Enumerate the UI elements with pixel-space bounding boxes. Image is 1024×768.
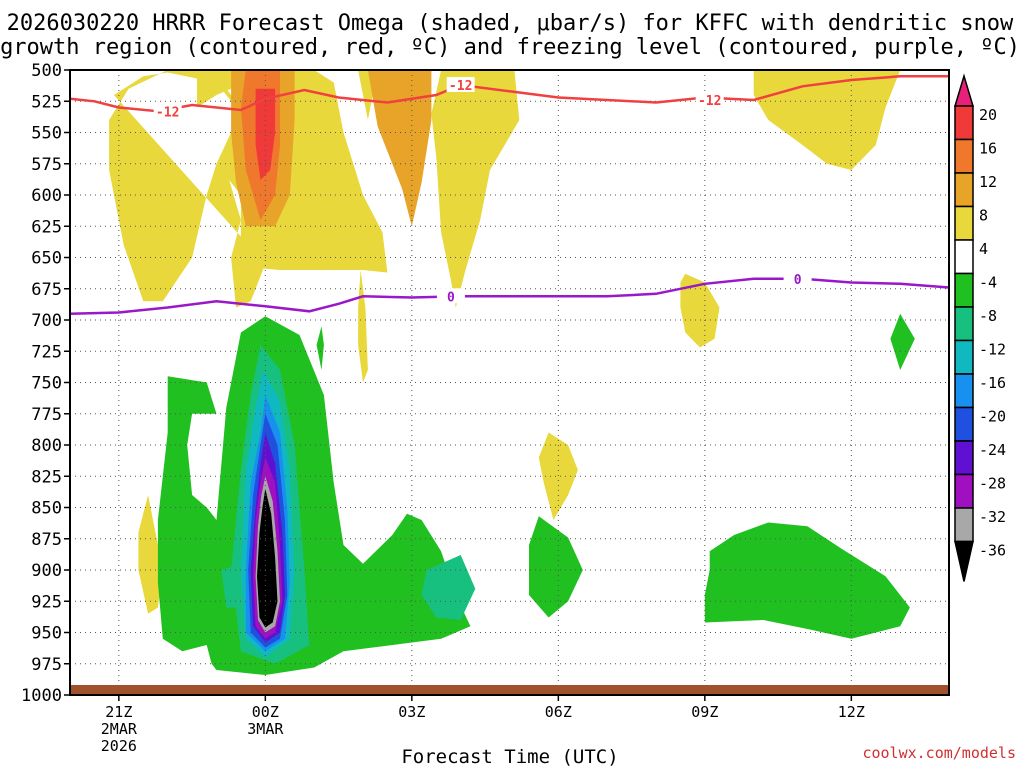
colorbar-label: 8 — [979, 207, 988, 225]
colorbar-segment — [954, 105, 974, 141]
dgz-contour-label-bg — [153, 103, 182, 119]
freezing-level-contour-label-bg — [436, 288, 465, 304]
colorbar-label: -28 — [979, 475, 1006, 493]
y-tick-label: 800 — [31, 436, 62, 456]
x-tick-label: 00Z — [252, 703, 279, 721]
colorbar-label: -20 — [979, 408, 1006, 426]
colorbar-label: 12 — [979, 173, 997, 191]
colorbar-top-arrow — [953, 73, 975, 107]
colorbar-label: -24 — [979, 441, 1006, 459]
colorbar-segment — [954, 172, 974, 208]
freezing-level-contour-label-bg — [783, 270, 812, 286]
colorbar-segment — [954, 272, 974, 308]
colorbar-label: -8 — [979, 307, 997, 325]
y-axis-ticks: 500 525 550 575 600 625 650 675 700 725 750 775 800 8… — [21, 61, 70, 706]
colorbar-segment — [954, 339, 974, 375]
omega-region-pos8-9 — [367, 70, 432, 227]
x-tick-label: 2MAR — [101, 720, 138, 738]
colorbar-segment — [954, 440, 974, 476]
omega-region-neg4-13 — [529, 516, 583, 618]
y-tick-label: 575 — [31, 155, 62, 175]
plot-area: -12 -12 -12 0 0 — [69, 69, 950, 696]
credit-text: coolwx.com/models — [862, 744, 1016, 762]
colorbar-segment — [954, 373, 974, 409]
dgz-contour-label-bg — [446, 77, 475, 92]
omega-region-neg4-15 — [316, 326, 324, 370]
y-tick-label: 1000 — [21, 686, 62, 706]
colorbar-label: 20 — [979, 106, 997, 124]
y-tick-label: 500 — [31, 61, 62, 81]
y-tick-label: 875 — [31, 530, 62, 550]
colorbar-label: 16 — [979, 140, 997, 158]
y-tick-label: 775 — [31, 405, 62, 425]
x-tick-label: 03Z — [398, 703, 425, 721]
omega-region-neg4-14 — [704, 522, 910, 639]
colorbar-segment — [954, 306, 974, 342]
colorbar-segment — [954, 473, 974, 509]
x-tick-label: 2026 — [101, 737, 137, 755]
freezing-level-contour-label: 0 — [794, 273, 802, 288]
y-tick-label: 850 — [31, 499, 62, 519]
grid-lines — [70, 70, 949, 695]
dgz-contour-label: -12 — [698, 94, 721, 109]
colorbar-segment — [954, 205, 974, 241]
freezing-level-contour-label: 0 — [447, 290, 455, 305]
y-tick-label: 700 — [31, 311, 62, 331]
chart-title-line-1: 2026030220 HRRR Forecast Omega (shaded, … — [7, 11, 1014, 36]
colorbar-label: -16 — [979, 374, 1006, 392]
ground-surface — [70, 685, 949, 694]
omega-region-neg36-26 — [257, 488, 278, 628]
omega-region-pos4-1 — [753, 70, 901, 170]
x-tick-label: 12Z — [838, 703, 865, 721]
colorbar-segment — [954, 239, 974, 275]
omega-region-pos4-0 — [109, 70, 520, 308]
y-tick-label: 925 — [31, 592, 62, 612]
y-tick-label: 600 — [31, 186, 62, 206]
colorbar-bottom-arrow — [954, 540, 974, 582]
y-tick-label: 525 — [31, 92, 62, 112]
y-tick-label: 650 — [31, 249, 62, 269]
colorbar: 20 16 12 8 4 -4 -8 -12 -16 -20 -24 -28 -32 -36 — [953, 73, 1006, 582]
colorbar-label: -36 — [979, 542, 1006, 560]
colorbar-segment — [954, 507, 974, 543]
colorbar-label: -32 — [979, 508, 1006, 526]
y-tick-label: 900 — [31, 561, 62, 581]
omega-region-pos16-11 — [255, 88, 276, 180]
colorbar-label: -12 — [979, 341, 1006, 359]
y-tick-label: 625 — [31, 217, 62, 237]
contour-layer: -12 -12 -12 0 0 — [69, 75, 950, 316]
x-tick-label: 21Z — [105, 703, 132, 721]
y-tick-label: 750 — [31, 374, 62, 394]
dgz-contour-label-bg — [695, 92, 724, 107]
dgz-contour-label: -12 — [449, 79, 472, 94]
dgz-contour-label: -12 — [156, 105, 179, 120]
omega-shading-layer — [109, 70, 915, 675]
omega-region-pos4-6 — [538, 432, 578, 520]
x-tick-label: 09Z — [691, 703, 718, 721]
omega-region-pos4-7 — [680, 273, 720, 348]
y-tick-label: 950 — [31, 624, 62, 644]
x-tick-label: 06Z — [545, 703, 572, 721]
omega-region-neg8-18 — [421, 555, 476, 620]
y-tick-label: 675 — [31, 280, 62, 300]
omega-region-pos4-4 — [138, 495, 163, 614]
x-tick-label: 3MAR — [247, 720, 284, 738]
y-tick-label: 550 — [31, 124, 62, 144]
colorbar-label: 4 — [979, 240, 988, 258]
y-tick-label: 825 — [31, 467, 62, 487]
chart-title-line-2: growth region (contoured, red, ºC) and f… — [0, 35, 1020, 60]
y-tick-label: 975 — [31, 655, 62, 675]
omega-region-neg4-16 — [890, 313, 915, 370]
colorbar-segment — [954, 138, 974, 174]
colorbar-segment — [954, 406, 974, 442]
colorbar-label: -4 — [979, 274, 997, 292]
y-tick-label: 725 — [31, 342, 62, 362]
x-axis-label: Forecast Time (UTC) — [401, 746, 618, 768]
